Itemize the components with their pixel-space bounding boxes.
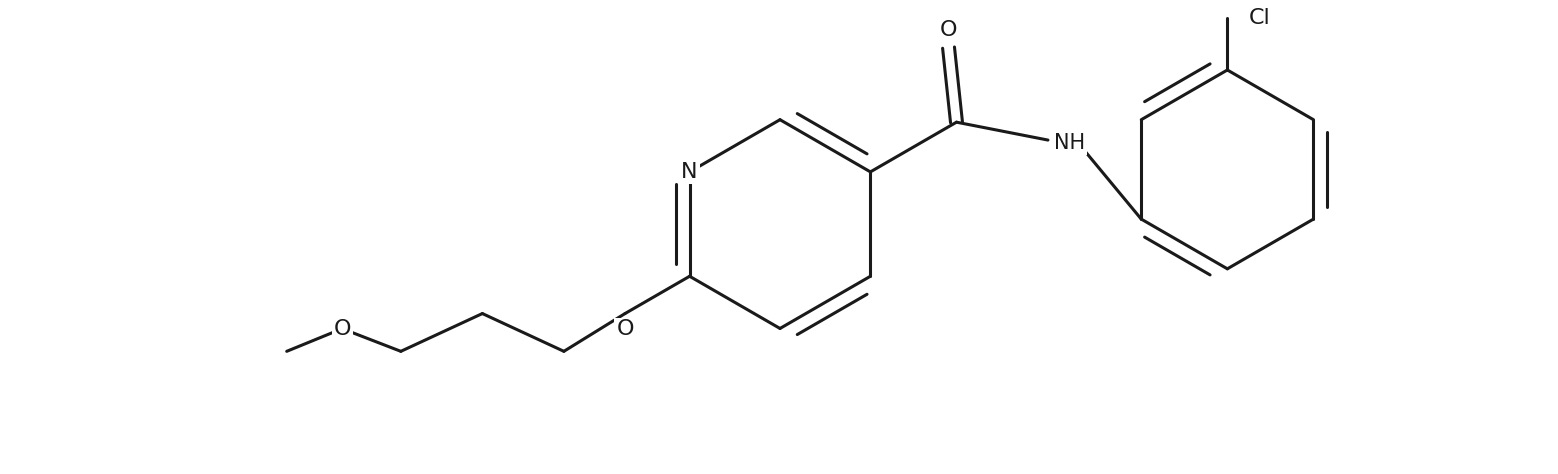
Text: N: N	[681, 162, 698, 182]
Text: Cl: Cl	[1250, 8, 1271, 28]
Text: O: O	[939, 20, 957, 40]
Text: O: O	[333, 319, 351, 338]
Text: NH: NH	[1053, 133, 1084, 153]
Text: O: O	[617, 319, 634, 339]
